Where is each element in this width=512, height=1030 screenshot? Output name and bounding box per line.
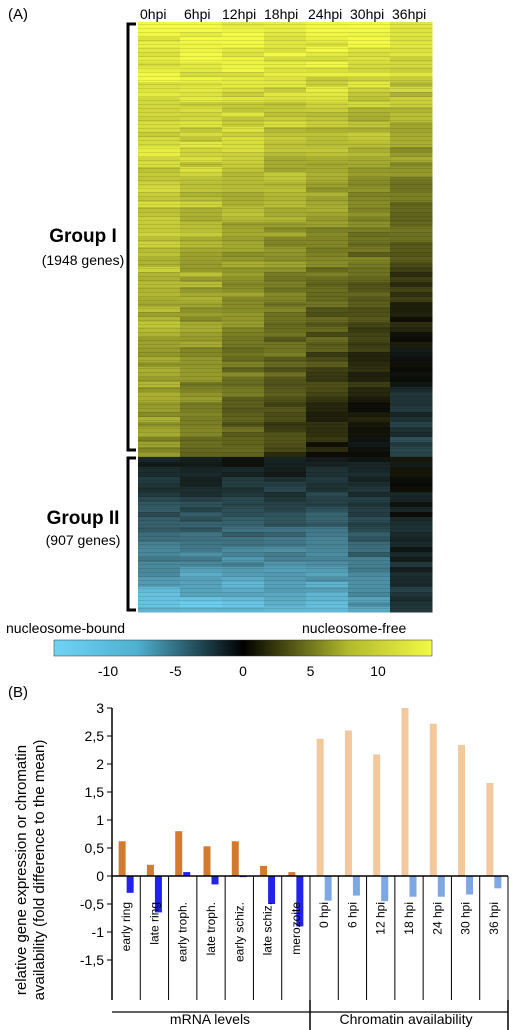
bar [316,738,324,876]
y-axis-tick-label: 3 [96,700,104,716]
bar [466,876,474,895]
bar [296,876,304,927]
x-category-label: 6 hpi [345,902,359,928]
panel-b-label: (B) [8,684,28,701]
bar [352,876,360,896]
bar [260,865,268,876]
x-category-label: 24 hpi [430,902,444,935]
scale-right-label: nucleosome-free [302,620,407,636]
scale-left-label: nucleosome-bound [6,620,126,636]
bar [126,876,134,893]
heatmap-column-label: 0hpi [140,6,167,22]
bar [344,730,352,876]
y-axis-tick-label: -0,5 [80,896,104,912]
color-scale-tick-label: 5 [307,663,315,679]
bar [409,876,417,897]
x-category-label: 36 hpi [487,902,501,935]
group-i-title: Group I [49,226,117,247]
group-label-chromatin: Chromatin availability [339,1011,472,1027]
color-scale-bar [53,639,433,657]
color-scale-tick-label: 10 [370,663,386,679]
bar [175,831,183,876]
bar [437,876,445,897]
color-scale-tick-label: -10 [98,663,118,679]
group-ii-subtitle: (907 genes) [45,532,121,548]
heatmap-column-label: 12hpi [222,6,257,22]
bar [381,876,389,902]
bar [231,841,239,876]
group-ii-bracket [126,456,136,612]
group-label-mrna: mRNA levels [170,1011,250,1027]
x-category-label: 18 hpi [402,902,416,935]
y-axis-tick-label: 2 [96,756,104,772]
color-scale-tick-label: -5 [169,663,182,679]
bar [268,876,276,904]
y-axis-label: relative gene expression or chromatin [13,745,30,995]
bar [429,723,437,876]
group-ii-title: Group II [46,508,120,529]
bar-chart-bars [118,708,502,927]
heatmap-column-label: 18hpi [264,6,299,22]
y-axis-tick-label: -1,5 [80,952,104,968]
bar [458,744,466,876]
bar [288,872,296,876]
y-axis-label-line2: availability (fold difference to the mea… [31,740,48,1001]
heatmap-column-label: 24hpi [308,6,343,22]
color-scale-tick-label: 0 [239,663,247,679]
y-axis-tick-label: 1,5 [85,784,105,800]
y-axis-tick-label: 1 [96,812,104,828]
panel-a-label: (A) [8,6,28,23]
bar [203,846,211,876]
x-category-label: 0 hpi [317,902,331,928]
x-axis-categories: early ring late ring early troph. late trop… [119,876,509,1030]
y-axis-tick-label: 0 [96,868,104,884]
x-category-label: early ring [119,902,133,951]
x-category-label: early troph. [176,902,190,962]
y-axis-tick-label: -1 [92,924,105,940]
y-axis: -1,5 -1 -0,5 0 0,5 1 1,5 2 2,5 3 [80,700,508,1013]
x-category-label: late troph. [204,902,218,955]
heatmap-column-label: 36hpi [392,6,427,22]
x-category-label: 12 hpi [374,902,388,935]
bar [118,841,126,876]
group-i-subtitle: (1948 genes) [41,252,125,268]
bar [146,864,154,876]
x-category-label: merozoite [289,902,303,955]
heatmap-texture [138,22,432,612]
y-axis-tick-label: 2,5 [85,728,105,744]
group-i-bracket [126,22,136,452]
bar [401,708,409,876]
bar [373,754,381,876]
x-category-label: early schiz. [232,902,246,962]
bar [486,783,494,876]
bar [324,876,332,901]
bar [183,872,191,876]
bar [211,876,219,885]
bar-chart-svg: -1,5 -1 -0,5 0 0,5 1 1,5 2 2,5 3 early ring late r… [13,700,509,1030]
heatmap-svg: -10 -5 0 5 10 [53,22,433,679]
heatmap-column-label: 30hpi [350,6,385,22]
x-category-label: late schiz. [261,902,275,955]
x-category-label: 30 hpi [459,902,473,935]
bar [494,876,502,889]
x-category-label: late ring [147,902,161,945]
heatmap-column-label: 6hpi [184,6,211,22]
bar [154,876,162,913]
y-axis-tick-label: 0,5 [85,840,105,856]
color-scale-ticks: -10 -5 0 5 10 [98,663,386,679]
